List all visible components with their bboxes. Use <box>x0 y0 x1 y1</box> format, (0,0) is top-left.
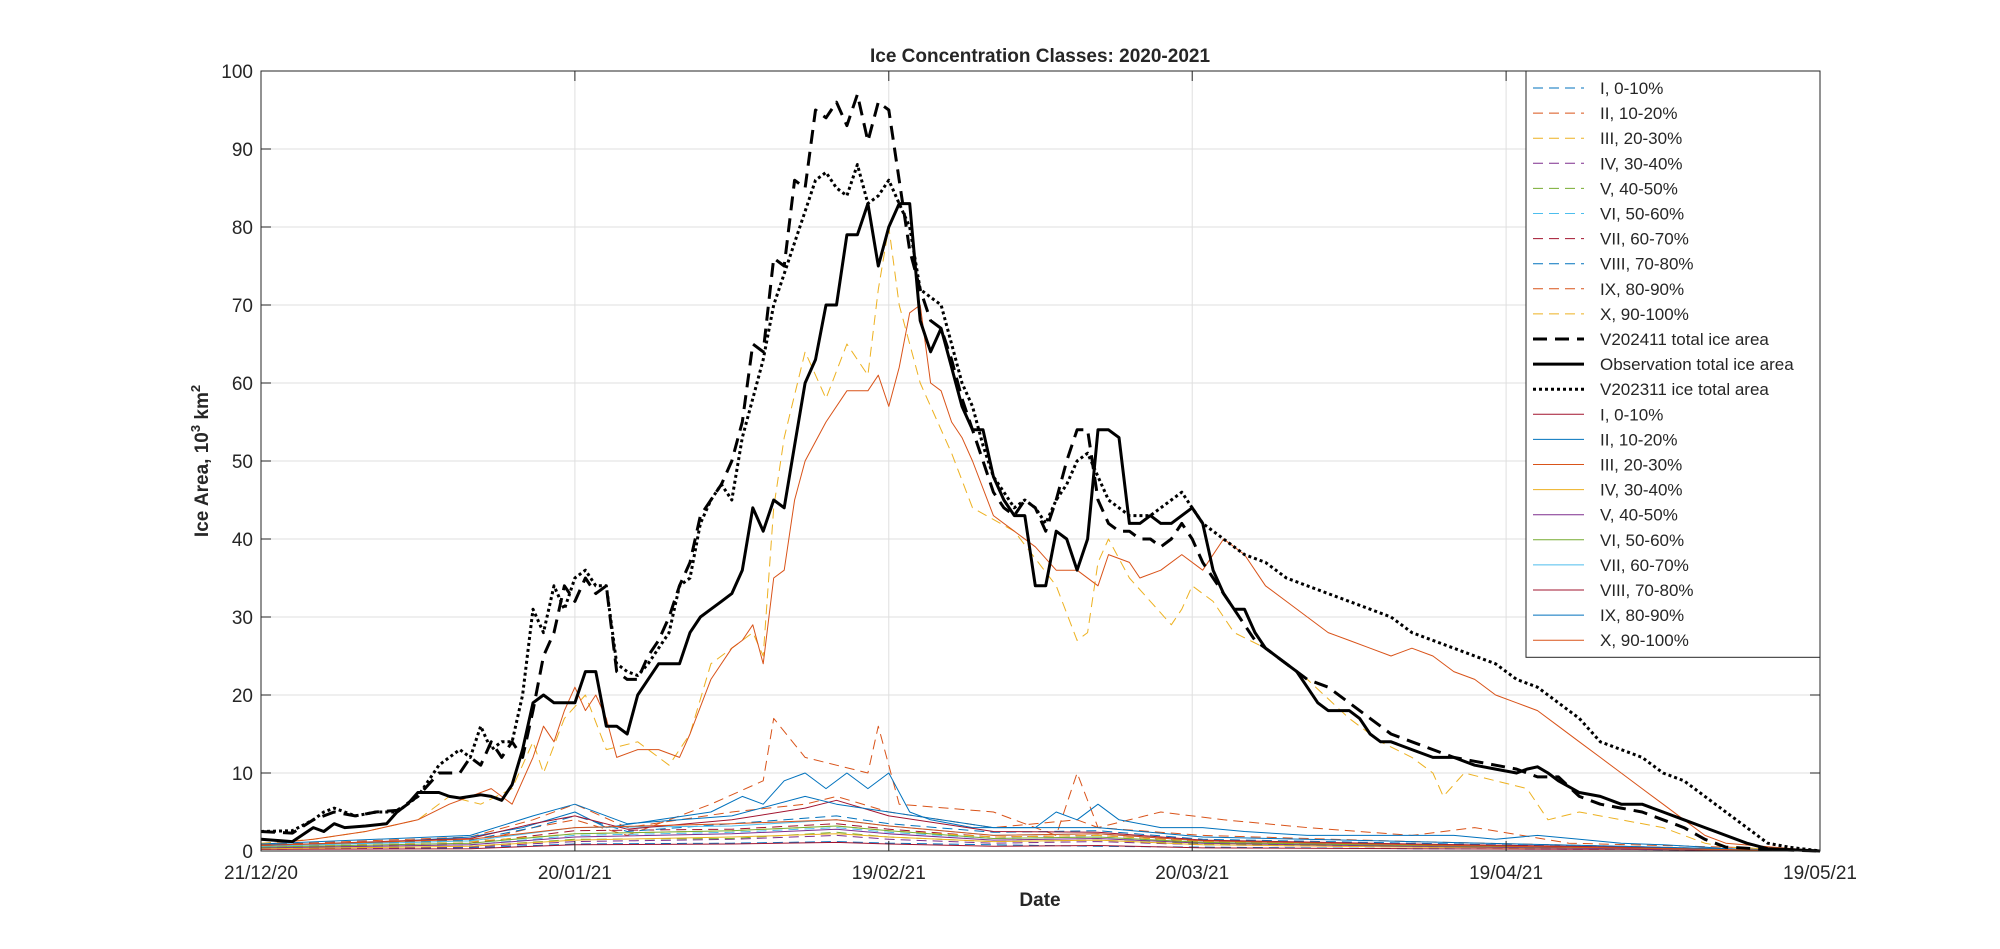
legend-label: V, 40-50% <box>1600 179 1678 198</box>
x-tick-label: 19/05/21 <box>1783 863 1857 884</box>
legend-label: VII, 60-70% <box>1600 230 1689 249</box>
x-tick-label: 20/03/21 <box>1155 863 1229 884</box>
legend-label: VIII, 70-80% <box>1600 581 1694 600</box>
y-tick-label: 70 <box>232 296 253 317</box>
legend-label: X, 90-100% <box>1600 305 1689 324</box>
series-line-18 <box>260 828 1821 852</box>
legend-label: III, 20-30% <box>1600 456 1682 475</box>
y-axis-label: Ice Area, 103 km2 <box>188 385 213 537</box>
legend-label: VI, 50-60% <box>1600 205 1684 224</box>
legend-label: IX, 80-90% <box>1600 606 1684 625</box>
legend-label: I, 0-10% <box>1600 79 1663 98</box>
y-axis-label-main: Ice Area, 10 <box>192 432 213 537</box>
y-tick-label: 80 <box>232 218 253 239</box>
y-axis-label-sup: 3 <box>188 425 203 432</box>
series-line-21 <box>260 799 1821 852</box>
series-line-2 <box>260 717 1821 852</box>
legend-label: II, 10-20% <box>1600 430 1678 449</box>
series-line-12 <box>260 202 1821 853</box>
series-line-17 <box>260 833 1821 852</box>
legend-label: VIII, 70-80% <box>1600 255 1694 274</box>
x-tick-label: 21/12/20 <box>224 863 298 884</box>
series-line-16 <box>260 304 1821 852</box>
y-tick-label: 90 <box>232 140 253 161</box>
legend-label: IV, 30-40% <box>1600 154 1683 173</box>
y-tick-label: 60 <box>232 374 253 395</box>
legend-label: V, 40-50% <box>1600 506 1678 525</box>
legend-label: IX, 80-90% <box>1600 280 1684 299</box>
legend-label: I, 0-10% <box>1600 405 1663 424</box>
y-tick-label: 30 <box>232 608 253 629</box>
series-line-14 <box>260 841 1821 852</box>
legend-label: V202311 ice total area <box>1600 380 1769 399</box>
y-axis-label-sup2: 2 <box>188 385 203 392</box>
legend-label: III, 20-30% <box>1600 129 1682 148</box>
series-line-3 <box>260 226 1821 852</box>
series-layer <box>260 92 1821 853</box>
x-tick-label: 19/04/21 <box>1469 863 1543 884</box>
y-tick-label: 0 <box>242 842 253 863</box>
series-line-22 <box>260 795 1821 852</box>
y-axis-label-unit: km <box>192 392 213 425</box>
chart-title: Ice Concentration Classes: 2020-2021 <box>870 46 1210 67</box>
y-tick-label: 50 <box>232 452 253 473</box>
legend-label: VI, 50-60% <box>1600 531 1684 550</box>
legend-label: II, 10-20% <box>1600 104 1678 123</box>
axes-layer: 21/12/20 20/01/21 19/02/21 20/03/21 19/04/21… <box>221 62 1857 884</box>
series-line-8 <box>260 815 1821 852</box>
x-axis-label: Date <box>1019 890 1060 911</box>
legend-label: IV, 30-40% <box>1600 481 1683 500</box>
series-line-9 <box>260 795 1821 852</box>
legend-label: V202411 total ice area <box>1600 330 1769 349</box>
y-tick-label: 40 <box>232 530 253 551</box>
legend-label: VII, 60-70% <box>1600 556 1689 575</box>
legend-label: Observation total ice area <box>1600 355 1794 374</box>
series-line-19 <box>260 825 1821 852</box>
x-tick-label: 20/01/21 <box>538 863 612 884</box>
y-tick-label: 20 <box>232 686 253 707</box>
legend-label: X, 90-100% <box>1600 631 1689 650</box>
y-tick-label: 100 <box>221 62 253 83</box>
legend: I, 0-10% II, 10-20% III, 20-30% IV, 30-40% V… <box>1525 70 1821 658</box>
x-tick-label: 19/02/21 <box>852 863 926 884</box>
series-line-13 <box>260 163 1821 853</box>
y-tick-label: 10 <box>232 764 253 785</box>
series-line-23 <box>260 819 1821 852</box>
